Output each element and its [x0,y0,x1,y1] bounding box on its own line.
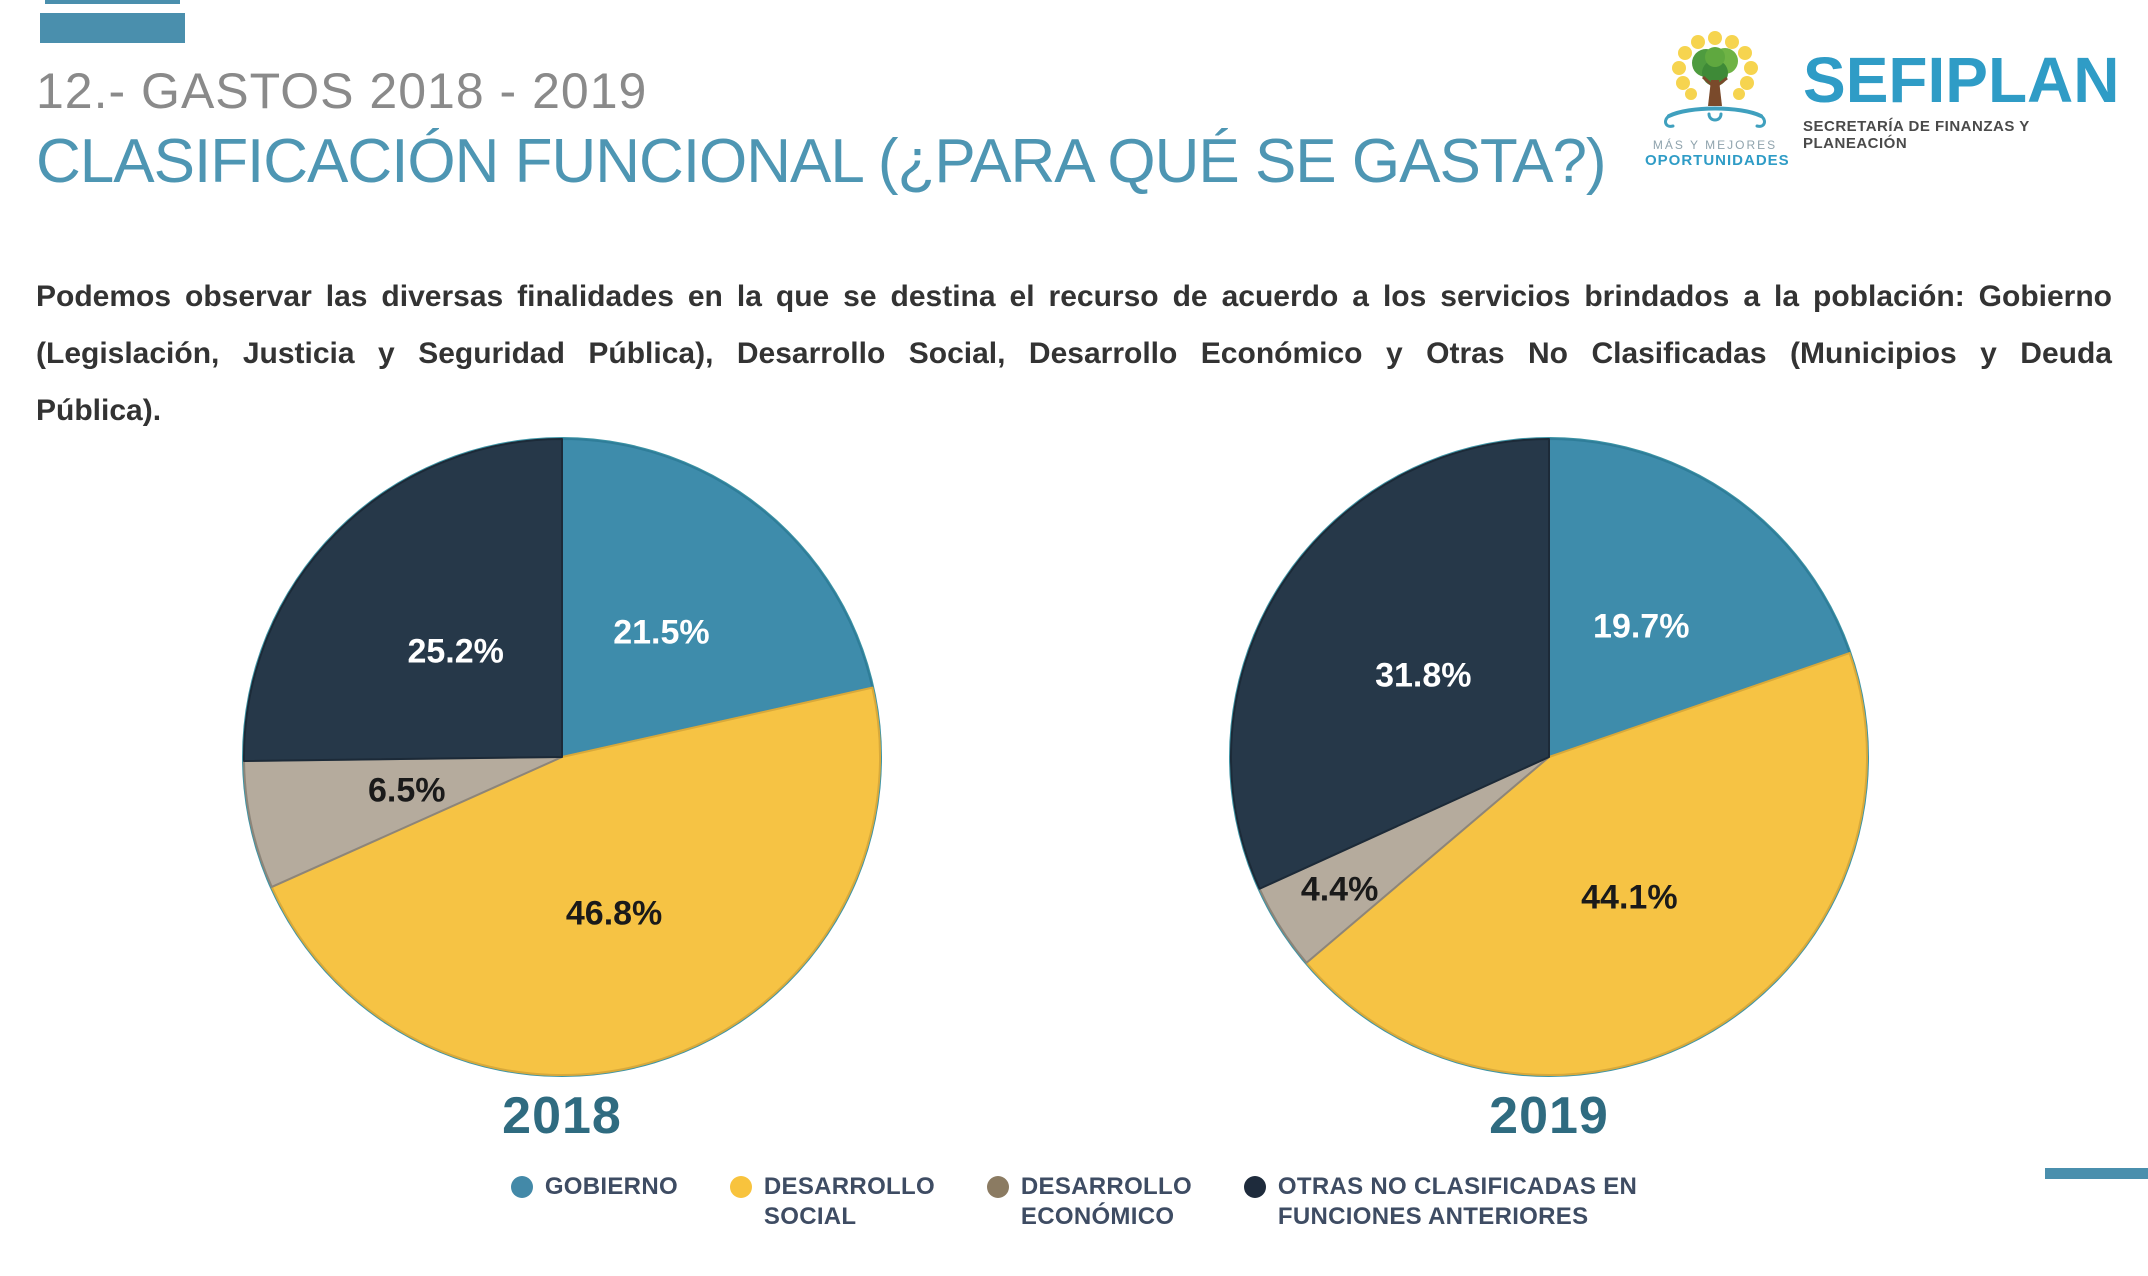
legend-item-desarrollo-social: DESARROLLO SOCIAL [729,1172,935,1232]
pie-slice [243,756,563,888]
legend-dot-gobierno [510,1176,533,1198]
slice-value-label: 19.7% [1593,607,1690,646]
page-title: CLASIFICACIÓN FUNCIONAL (¿PARA QUÉ SE GA… [36,127,1607,196]
intro-line-3: Pública). [36,394,162,427]
legend-label: ECONÓMICO [1020,1203,1175,1230]
slice-value-label: 25.2% [407,632,504,671]
tree-logo-icon [1664,31,1766,128]
legend-item-desarrollo-economico: DESARROLLO ECONÓMICO [986,1172,1192,1232]
legend-dot-desarrollo-economico [986,1176,1009,1198]
section-kicker: 12.- GASTOS 2018 - 2019 [36,63,648,119]
pie-slice [1305,652,1868,1076]
top-accent-bar [40,13,185,43]
pie-slice [561,438,874,758]
pie-chart-2018: 21.5% 46.8% 6.5% 25.2% [234,429,890,1085]
chart-legend: GOBIERNO DESARROLLO SOCIAL DESARROLLO EC… [0,1172,2148,1232]
legend-item-otras-no-clasificadas: OTRAS NO CLASIFICADAS EN FUNCIONES ANTER… [1243,1172,1638,1232]
legend-label: DESARROLLO [763,1173,935,1200]
intro-paragraph: Podemos observar las diversas finalidade… [36,268,2112,439]
legend-label: SOCIAL [763,1203,857,1230]
top-accent-sliver [45,0,180,4]
bottom-accent-bar [2045,1168,2148,1179]
legend-item-gobierno: GOBIERNO [510,1172,678,1202]
brand-name: SEFIPLAN [1803,44,2120,116]
logo-text-block: SEFIPLAN SECRETARÍA DE FINANZAS Y PLANEA… [1803,30,2135,152]
legend-label: DESARROLLO [1020,1173,1192,1200]
pie-slice [1230,438,1550,890]
legend-dot-desarrollo-social [729,1176,752,1198]
slice-value-label: 4.4% [1300,870,1379,909]
logo-tagline-line1: MÁS Y MEJORES [1652,138,1778,152]
pie-slice [270,686,881,1076]
slice-value-label: 21.5% [613,613,710,652]
pie-slice [1548,438,1851,758]
slice-value-label: 44.1% [1581,878,1678,917]
sefiplan-logo: MÁS Y MEJORES OPORTUNIDADES SEFIPLAN SEC… [1645,30,2135,180]
slice-value-label: 6.5% [367,771,446,810]
brand-subtitle: SECRETARÍA DE FINANZAS Y PLANEACIÓN [1803,118,2030,152]
slice-value-label: 31.8% [1375,656,1472,695]
pie-slice [243,438,563,762]
chart-year-label-2018: 2018 [502,1087,622,1145]
legend-label: FUNCIONES ANTERIORES [1277,1203,1589,1230]
slice-value-label: 46.8% [565,894,663,933]
tree-logo: MÁS Y MEJORES OPORTUNIDADES [1645,30,1790,180]
pie-chart-2019: 19.7% 44.1% 4.4% 31.8% [1221,429,1877,1085]
logo-tagline-line2: OPORTUNIDADES [1645,152,1790,169]
legend-dot-otras-no-clasificadas [1243,1176,1266,1198]
intro-line-1: Podemos observar las diversas finalidade… [36,280,2112,313]
legend-label: OTRAS NO CLASIFICADAS EN [1277,1173,1638,1200]
intro-line-2: (Legislación, Justicia y Seguridad Públi… [36,337,2112,370]
legend-label: GOBIERNO [544,1173,678,1200]
chart-year-label-2019: 2019 [1489,1087,1609,1145]
